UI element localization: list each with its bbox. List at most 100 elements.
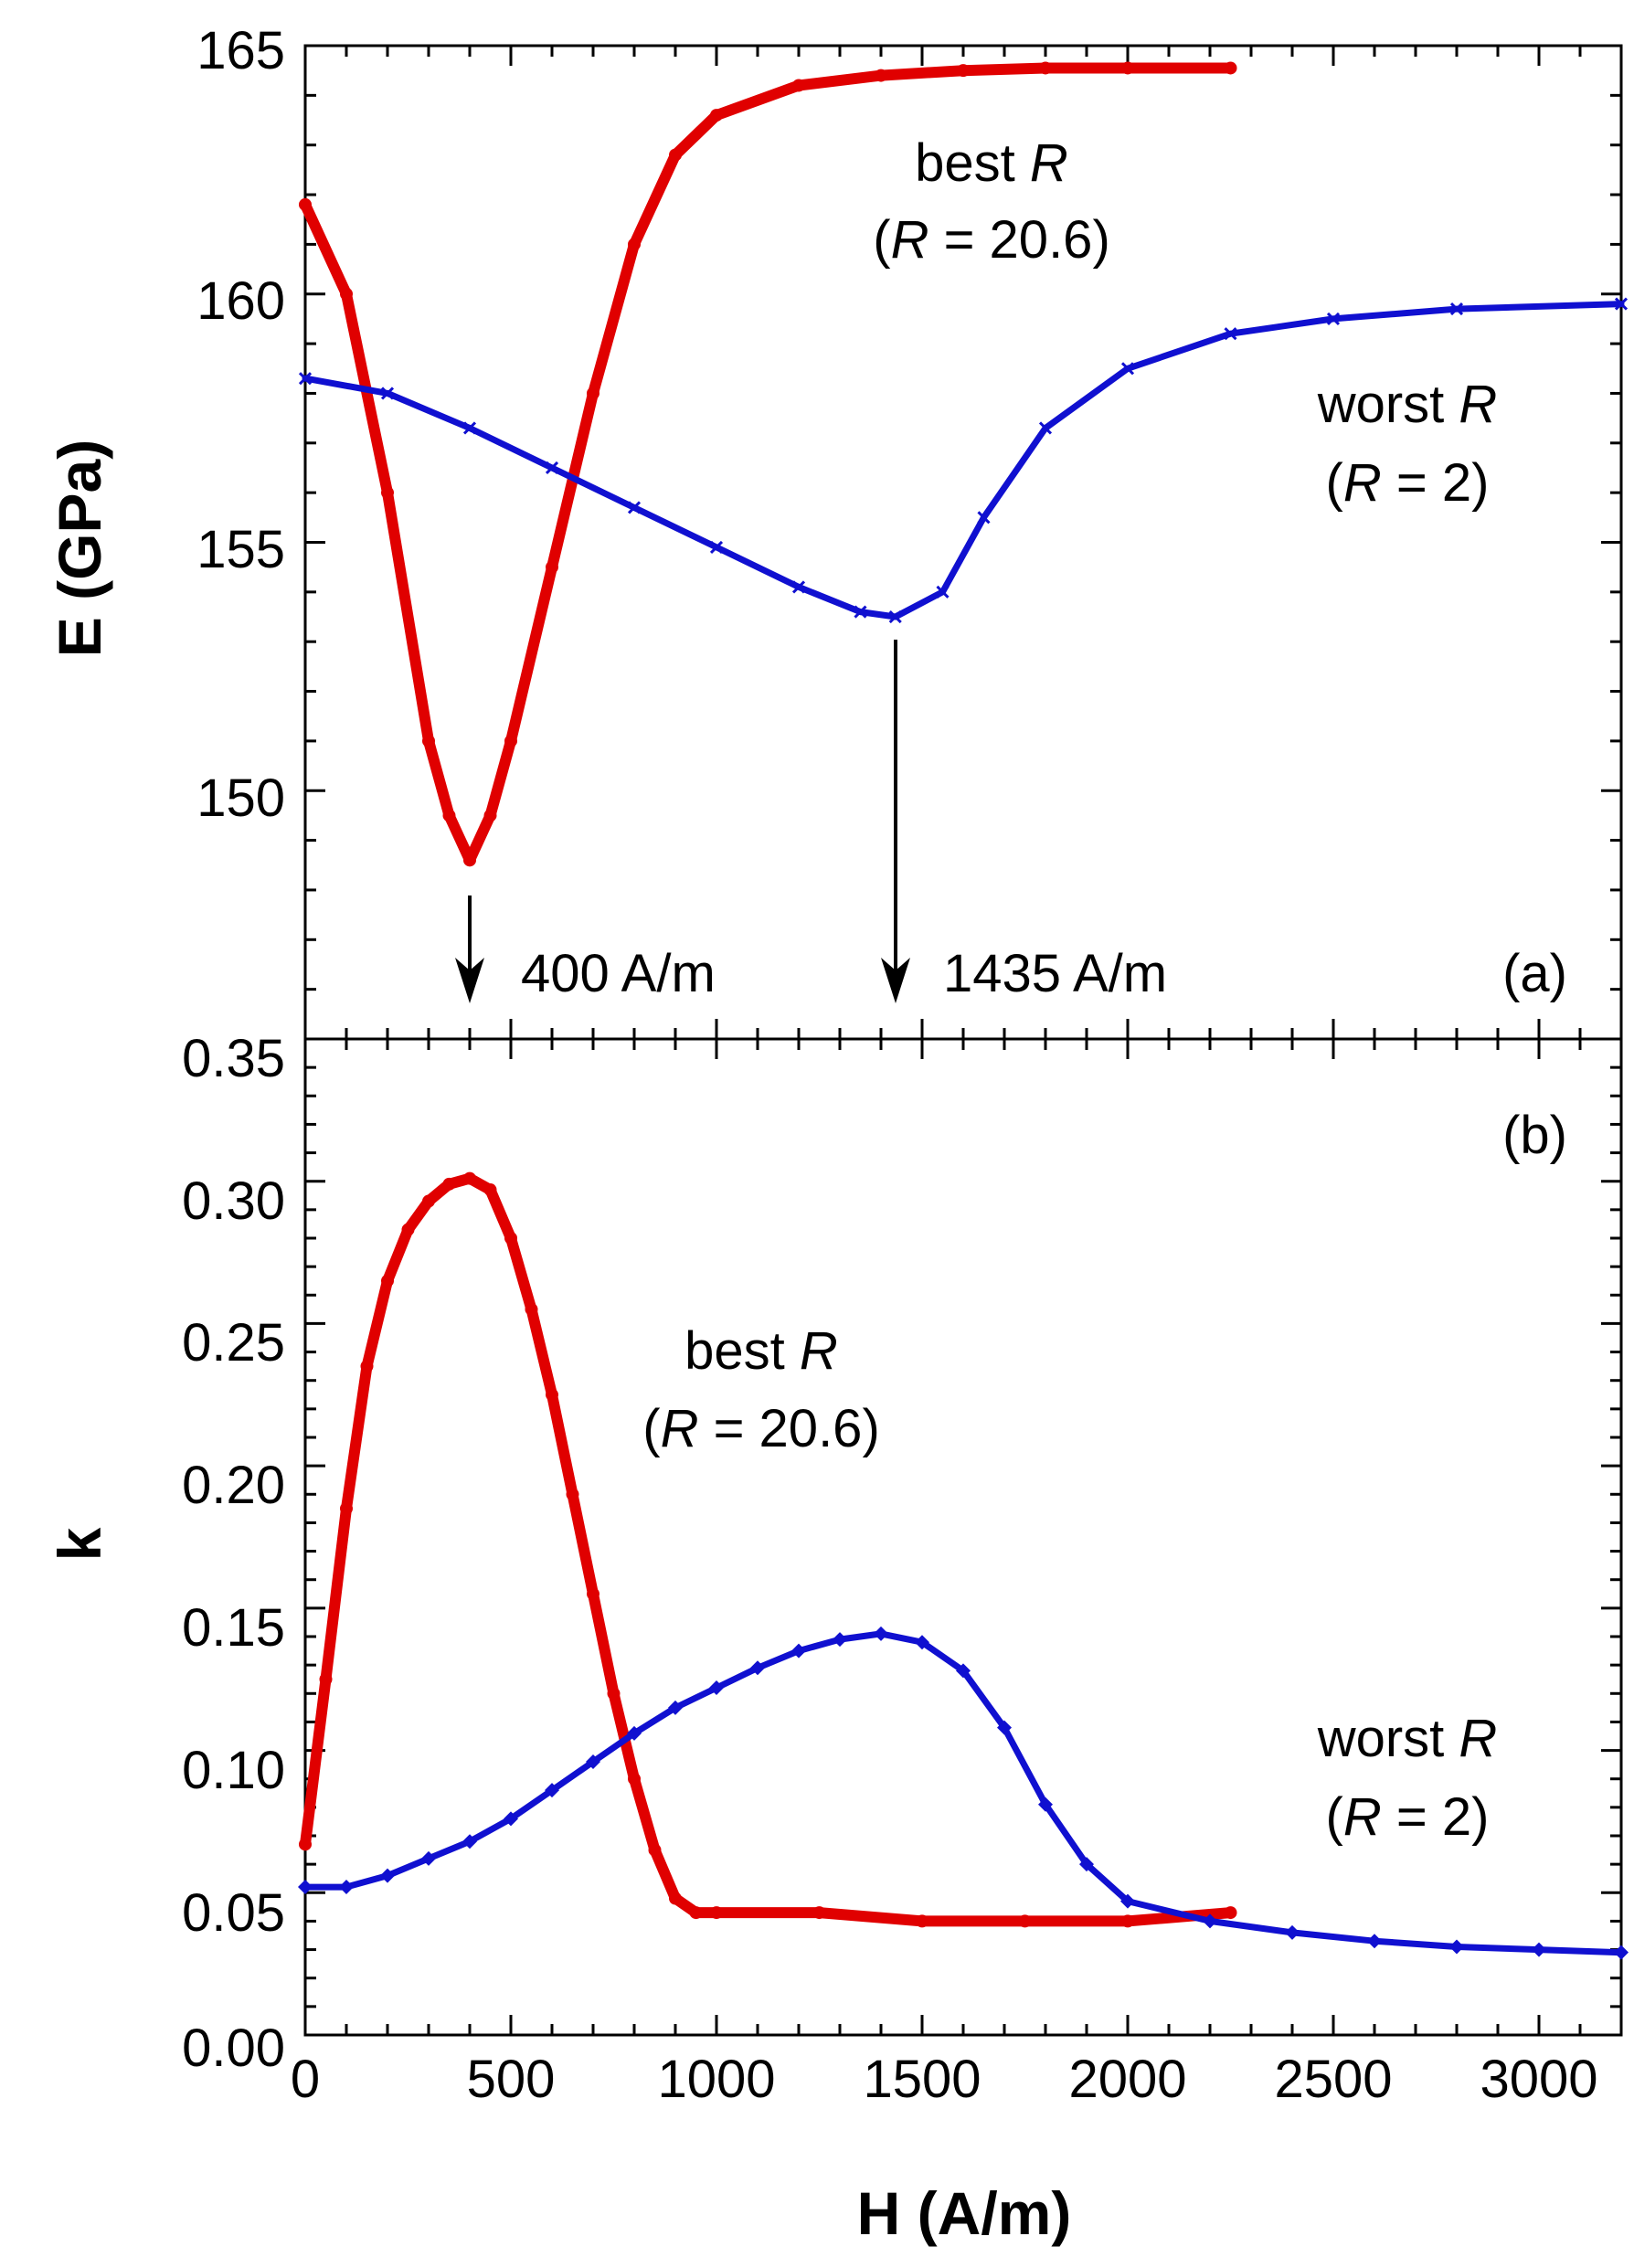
data-point	[566, 1488, 579, 1501]
data-point	[1285, 1924, 1300, 1940]
data-point	[875, 69, 887, 82]
data-point	[791, 1643, 806, 1659]
data-point	[299, 1838, 312, 1851]
series-line-best	[300, 1172, 1236, 1927]
panel-b-best-annotation: best R	[684, 1321, 838, 1381]
x-tick-label: 3000	[1480, 2050, 1597, 2109]
x-tick-label: 500	[467, 2050, 556, 2109]
arrow-400-head	[455, 958, 484, 1003]
annot-italic: R	[1343, 453, 1382, 513]
data-point	[340, 287, 353, 301]
data-point	[689, 1906, 703, 1920]
panel-b-ytick-label: 0.30	[182, 1171, 285, 1231]
data-point	[1079, 1857, 1094, 1872]
panel-b-ytick-label: 0.35	[182, 1029, 285, 1088]
x-ticklabels: 0 500 1000 1500 2000 2500 3000	[291, 2050, 1598, 2109]
panel-a-frame	[303, 44, 1623, 1041]
annot-value: = 2)	[1382, 1787, 1490, 1847]
data-point	[298, 372, 313, 386]
data-point	[1121, 1914, 1134, 1928]
data-point	[1614, 1945, 1629, 1960]
x-tick-label: 1000	[657, 2050, 775, 2109]
data-point	[1038, 1796, 1053, 1812]
data-point	[957, 64, 970, 78]
panel-b-ytick-label: 0.00	[182, 2019, 285, 2078]
data-point	[463, 1171, 476, 1185]
data-point	[462, 1834, 477, 1849]
data-point	[360, 1360, 374, 1373]
data-point	[750, 1660, 765, 1676]
data-point	[710, 1906, 723, 1920]
data-point	[442, 809, 456, 822]
arrow-1435-head	[881, 958, 910, 1003]
annot-italic: R	[661, 1399, 699, 1458]
data-point	[422, 1194, 435, 1208]
series-line-best	[300, 62, 1236, 866]
data-point	[888, 609, 902, 624]
annot-italic: R	[800, 1321, 838, 1381]
data-point	[1532, 1942, 1546, 1957]
data-point	[1224, 61, 1237, 75]
data-point	[791, 580, 806, 594]
data-point	[915, 1635, 929, 1650]
data-point	[1018, 1914, 1032, 1928]
data-point	[587, 387, 599, 400]
data-point	[1326, 312, 1341, 325]
data-point	[628, 1772, 641, 1786]
data-point	[854, 605, 867, 619]
data-point	[380, 387, 395, 400]
data-point	[1614, 297, 1629, 311]
data-point	[380, 1868, 395, 1883]
data-point	[607, 1687, 621, 1701]
data-point	[668, 1700, 683, 1715]
data-point	[874, 1626, 888, 1641]
x-tick-label: 0	[291, 2050, 320, 2109]
panel-a-best-annotation-value: (R = 20.6)	[873, 210, 1110, 270]
panel-b-ytick-label: 0.05	[182, 1883, 285, 1943]
data-point	[1224, 327, 1237, 341]
data-point	[504, 1232, 517, 1245]
data-point	[977, 511, 991, 525]
data-point	[463, 853, 476, 867]
data-point	[504, 1811, 518, 1827]
data-point	[1224, 1906, 1237, 1920]
data-point	[1449, 302, 1464, 316]
panel-a-ytick-label: 160	[196, 271, 285, 331]
data-point	[340, 1501, 353, 1515]
data-point	[628, 238, 641, 251]
panel-b-yticklabels: 0.35 0.30 0.25 0.20 0.15 0.10 0.05 0.00	[182, 1029, 285, 2078]
data-point	[525, 1302, 538, 1316]
panel-b-label: (b)	[1502, 1106, 1567, 1165]
panel-a-ytick-label: 155	[196, 520, 285, 579]
data-point	[627, 501, 642, 514]
data-point	[587, 1587, 599, 1601]
annot-word: worst	[1317, 375, 1459, 434]
data-point	[997, 1720, 1012, 1735]
data-point	[381, 486, 394, 500]
panel-a-yticklabels: 165 160 155 150	[196, 21, 285, 828]
x-axis-label: H (A/m)	[857, 2179, 1072, 2247]
data-point	[936, 585, 950, 599]
annot-value: = 20.6)	[698, 1399, 879, 1458]
panel-a-worst-annotation-value: (R = 2)	[1326, 453, 1490, 513]
panel-b-ytick-label: 0.25	[182, 1313, 285, 1372]
annot-italic: R	[891, 210, 929, 270]
data-point	[1203, 1913, 1217, 1929]
panel-b-ytick-label: 0.20	[182, 1456, 285, 1515]
panel-a-ytick-label: 150	[196, 768, 285, 828]
data-point	[401, 1223, 415, 1236]
annot-paren: (	[642, 1399, 660, 1458]
annot-word: worst	[1317, 1709, 1459, 1768]
data-point	[833, 1632, 847, 1648]
data-point	[462, 421, 477, 435]
data-point	[1367, 1934, 1382, 1949]
data-point	[812, 1906, 826, 1920]
ticks-layer	[303, 44, 1623, 2037]
data-point	[1121, 61, 1134, 75]
annot-value: = 2)	[1382, 453, 1490, 513]
data-point	[422, 734, 435, 747]
data-point	[339, 1880, 354, 1895]
panel-b-ytick-label: 0.15	[182, 1598, 285, 1658]
